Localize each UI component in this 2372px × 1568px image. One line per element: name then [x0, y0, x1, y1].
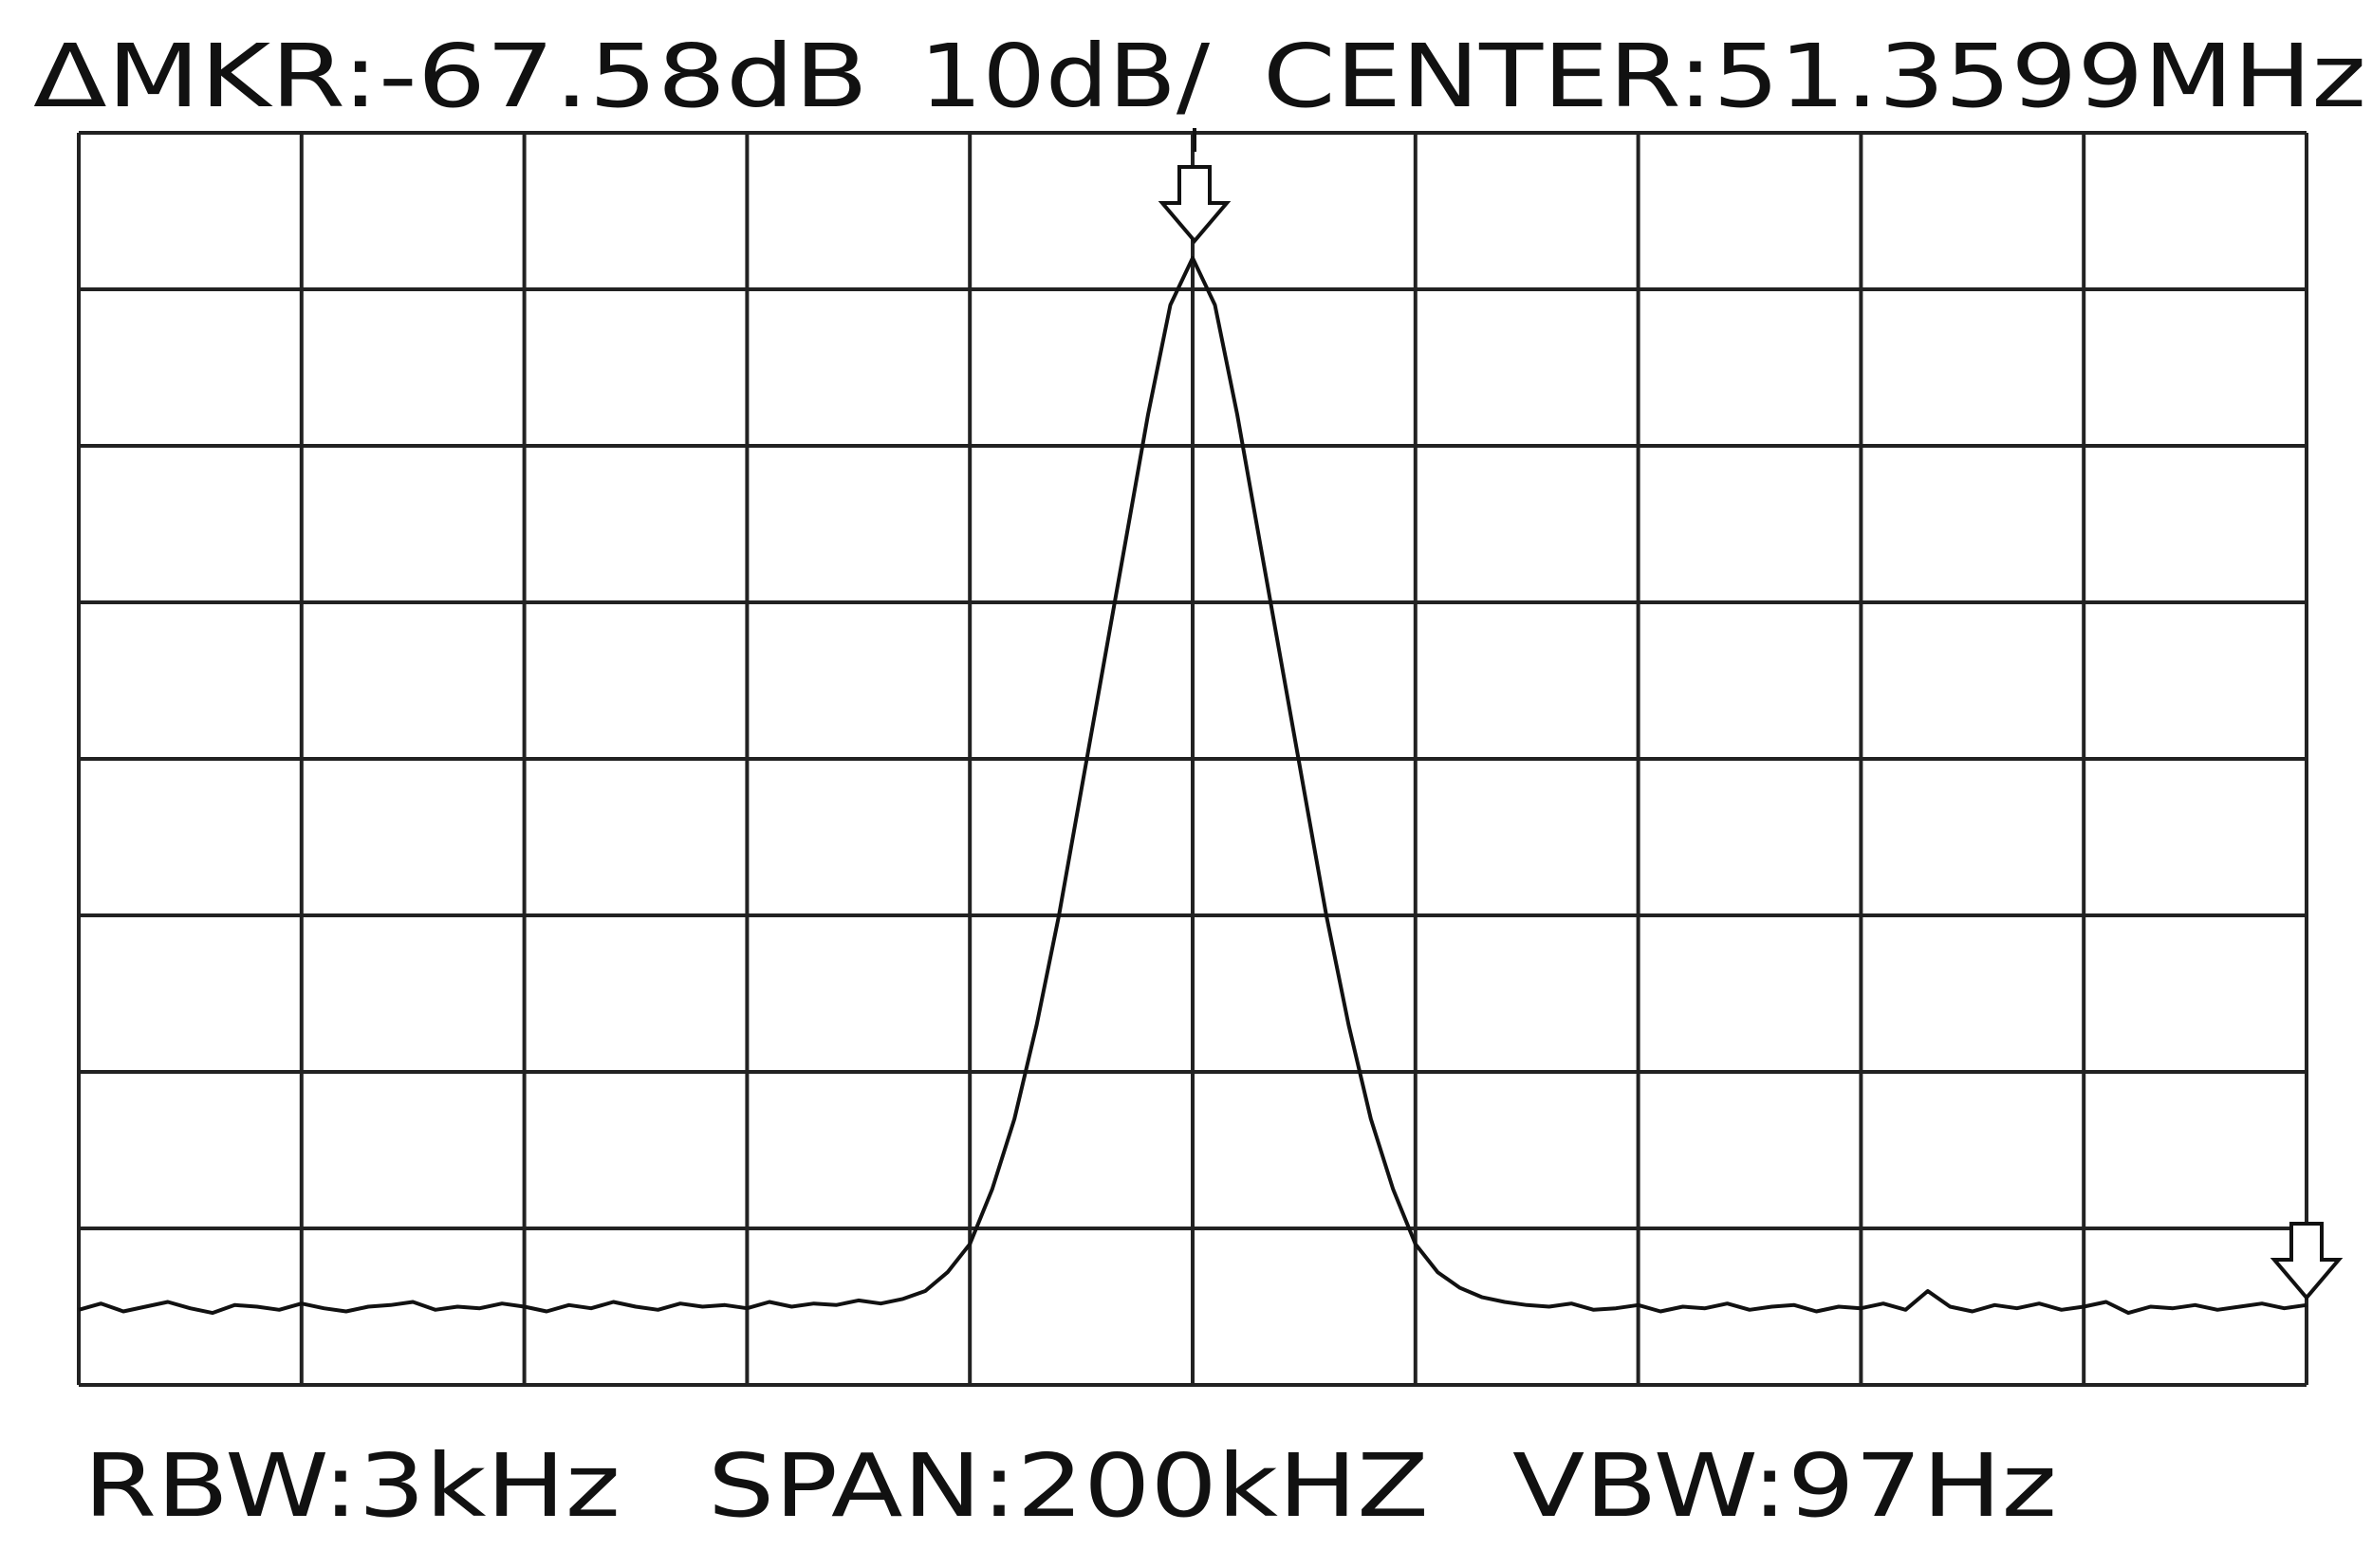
peak-marker	[1158, 165, 1232, 245]
marker-readout: ΔMKR:-67.58dB	[33, 26, 868, 127]
plot-area	[77, 131, 2308, 1387]
vbw-readout: VBW:97Hz	[1512, 1435, 2057, 1537]
scale-readout: 10dB/	[919, 26, 1210, 127]
markers	[1158, 128, 2344, 1301]
rbw-readout: RBW:3kHz	[83, 1435, 621, 1537]
trace	[78, 256, 2307, 1316]
center-readout: CENTER:51.3599MHz	[1263, 26, 2366, 127]
span-readout: SPAN:200kHZ	[708, 1435, 1429, 1537]
delta-marker	[2270, 1222, 2344, 1301]
